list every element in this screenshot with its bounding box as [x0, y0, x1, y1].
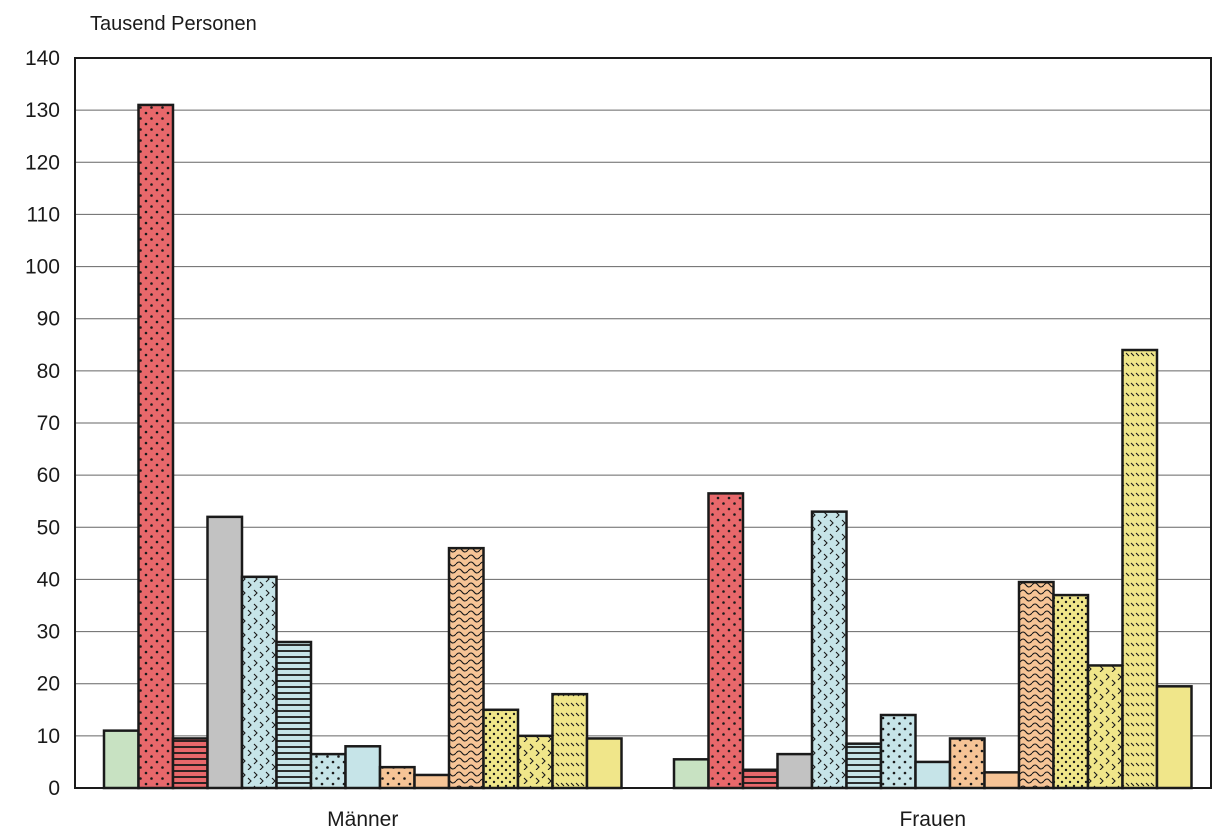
bar-pattern [743, 769, 778, 788]
bar-pattern [518, 735, 553, 788]
y-tick-label: 50 [37, 516, 60, 539]
bar [413, 773, 451, 790]
category-labels: Männer Frauen [327, 808, 966, 831]
bar [983, 771, 1021, 790]
y-axis-unit-label: Tausend Personen [90, 13, 257, 35]
y-tick-label: 110 [27, 203, 60, 226]
bar-pattern [1088, 665, 1123, 788]
bar [206, 515, 244, 790]
bar [102, 729, 140, 790]
y-tick-label: 120 [25, 151, 60, 174]
y-tick-label: 40 [37, 568, 60, 591]
bar-pattern [311, 754, 346, 788]
bar-pattern [552, 694, 587, 788]
bar-pattern [449, 548, 484, 788]
y-tick-label: 90 [37, 308, 60, 331]
plot-frame [74, 57, 1212, 789]
bar [585, 737, 623, 790]
y-tick-label: 20 [37, 673, 60, 696]
bar-pattern [812, 511, 847, 788]
bar-pattern [1019, 582, 1054, 788]
bar-pattern [950, 738, 985, 788]
bar-pattern [138, 104, 173, 788]
category-label: Männer [327, 808, 398, 831]
bar [776, 752, 814, 790]
y-tick-label: 140 [25, 47, 60, 70]
y-tick-label: 80 [37, 360, 60, 383]
y-tick-label: 10 [37, 725, 60, 748]
bar-series [102, 103, 1193, 790]
category-label: Frauen [899, 808, 966, 831]
bar-pattern [881, 715, 916, 788]
y-tick-label: 30 [37, 621, 60, 644]
y-tick-label: 0 [48, 777, 60, 800]
bar [914, 760, 952, 790]
y-tick-label: 100 [25, 256, 60, 279]
bar [1155, 685, 1193, 790]
bar [672, 758, 710, 790]
bar-pattern [483, 709, 518, 788]
y-tick-label: 130 [25, 99, 60, 122]
bar-pattern [276, 642, 311, 788]
bar-pattern [1122, 350, 1157, 788]
bar-pattern [173, 738, 208, 788]
y-tick-label: 70 [37, 412, 60, 435]
bar-pattern [846, 743, 881, 788]
y-axis-tick-labels: 0 10 20 30 40 50 60 70 80 90 100 110 120 130 140 [25, 47, 60, 800]
bar-pattern [380, 767, 415, 788]
bar-pattern [242, 576, 277, 788]
bar [344, 745, 382, 790]
y-tick-label: 60 [37, 464, 60, 487]
bar-pattern [1053, 595, 1088, 788]
bar-pattern [708, 493, 743, 788]
